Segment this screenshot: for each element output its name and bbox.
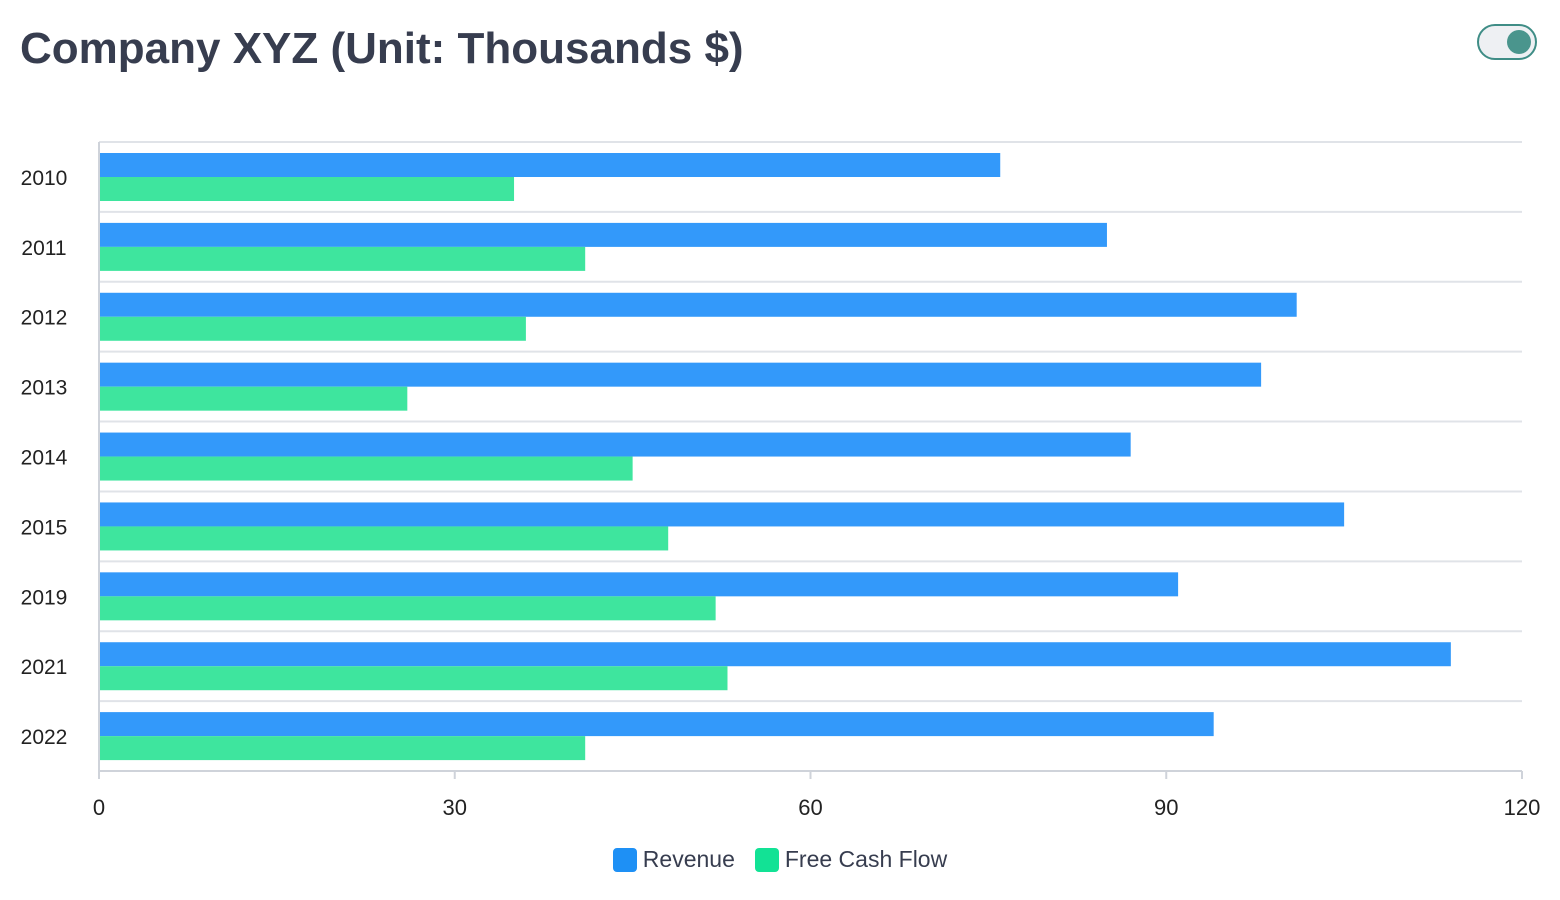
y-tick-label: 2011	[21, 237, 66, 260]
bar-free-cash-flow	[99, 456, 633, 481]
bar-free-cash-flow	[99, 386, 408, 411]
legend-item-revenue[interactable]: Revenue	[612, 846, 735, 873]
bar-free-cash-flow	[99, 177, 515, 201]
bar-revenue	[99, 222, 1107, 247]
bar-revenue	[99, 642, 1451, 667]
y-tick-label: 2015	[21, 516, 68, 539]
legend-label-free-cash-flow: Free Cash Flow	[784, 846, 948, 872]
theme-toggle[interactable]	[1477, 24, 1537, 60]
y-tick-label: 2013	[21, 377, 68, 400]
x-tick-label: 60	[798, 795, 822, 820]
bar-free-cash-flow	[99, 526, 669, 551]
bar-revenue	[99, 292, 1297, 317]
legend-item-free-cash-flow[interactable]: Free Cash Flow	[754, 846, 948, 873]
x-tick-label: 30	[443, 795, 467, 820]
bar-revenue	[99, 153, 1001, 177]
bar-revenue	[99, 362, 1262, 387]
y-tick-label: 2019	[21, 586, 68, 609]
y-tick-label: 2022	[21, 726, 68, 749]
x-tick-label: 120	[1504, 795, 1541, 820]
y-tick-label: 2014	[21, 447, 68, 470]
bar-revenue	[99, 712, 1214, 737]
bar-revenue	[99, 432, 1131, 457]
bar-free-cash-flow	[99, 736, 586, 761]
bar-free-cash-flow	[99, 316, 526, 341]
y-tick-label: 2010	[21, 167, 68, 190]
bar-revenue	[99, 572, 1179, 597]
legend-swatch-free-cash-flow	[754, 847, 779, 872]
bar-revenue	[99, 502, 1345, 527]
chart-title: Company XYZ (Unit: Thousands $)	[20, 24, 744, 73]
legend-label-revenue: Revenue	[642, 846, 735, 872]
bar-free-cash-flow	[99, 666, 728, 691]
y-tick-label: 2021	[21, 656, 68, 679]
toggle-knob	[1507, 30, 1531, 54]
x-tick-label: 0	[93, 795, 105, 820]
bar-free-cash-flow	[99, 246, 586, 271]
x-tick-label: 90	[1154, 795, 1178, 820]
legend-swatch-revenue	[612, 847, 637, 872]
y-tick-label: 2012	[21, 307, 68, 330]
bar-free-cash-flow	[99, 596, 716, 621]
legend: Revenue Free Cash Flow	[0, 846, 1560, 873]
